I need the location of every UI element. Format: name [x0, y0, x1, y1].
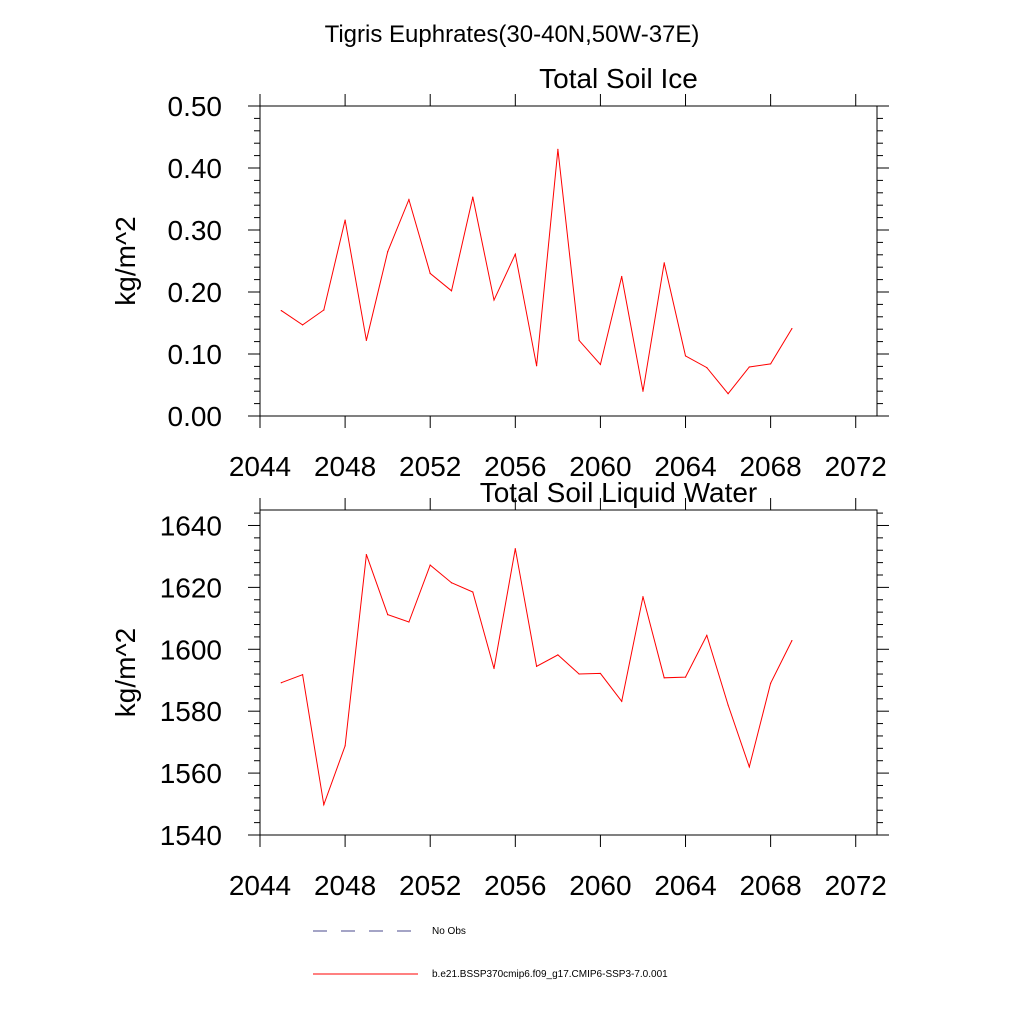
legend-obs-label: No Obs — [432, 926, 466, 937]
y-tick-label: 1620 — [160, 572, 222, 603]
legend-model-label: b.e21.BSSP370cmip6.f09_g17.CMIP6-SSP3-7.… — [432, 969, 668, 980]
y-tick-label: 1640 — [160, 510, 222, 541]
data-point — [344, 219, 346, 221]
data-point — [429, 564, 431, 566]
y-axis-label: kg/m^2 — [110, 216, 141, 305]
data-point — [557, 654, 559, 656]
data-point — [642, 390, 644, 392]
x-tick-label: 2044 — [229, 451, 291, 482]
x-tick-label: 2064 — [654, 451, 716, 482]
data-point — [621, 700, 623, 702]
data-point — [599, 672, 602, 675]
data-point — [493, 667, 495, 670]
chart-title: Total Soil Ice — [539, 63, 698, 94]
data-point — [727, 704, 729, 706]
x-tick-label: 2068 — [739, 451, 801, 482]
data-point — [578, 339, 580, 341]
x-tick-label: 2068 — [739, 870, 801, 901]
data-point — [706, 634, 708, 636]
x-tick-label: 2052 — [399, 870, 461, 901]
data-point — [365, 339, 367, 341]
data-point — [280, 310, 282, 312]
x-tick-label: 2064 — [654, 870, 716, 901]
data-point — [514, 548, 516, 550]
x-tick-label: 2072 — [825, 451, 887, 482]
data-point — [727, 393, 729, 395]
chart-title: Total Soil Liquid Water — [480, 477, 758, 508]
x-tick-label: 2056 — [484, 451, 546, 482]
y-tick-label: 1580 — [160, 696, 222, 727]
y-tick-label: 1540 — [160, 820, 222, 851]
data-point — [770, 682, 772, 684]
data-point — [684, 676, 687, 678]
x-tick-label: 2048 — [314, 451, 376, 482]
data-point — [301, 324, 304, 326]
data-point — [535, 665, 538, 667]
data-point — [472, 591, 474, 593]
x-tick-label: 2044 — [229, 870, 291, 901]
y-tick-label: 0.20 — [168, 277, 223, 308]
data-point — [599, 363, 602, 366]
panel-total-soil-ice: Total Soil Ice kg/m^2 0.00 0.10 0.20 0.30 0.40… — [110, 63, 889, 482]
y-tick-label: 1600 — [160, 634, 222, 665]
figure-title: Tigris Euphrates(30-40N,50W-37E) — [325, 21, 700, 48]
data-point — [578, 673, 580, 675]
data-point — [323, 309, 325, 311]
data-point — [408, 199, 410, 201]
y-axis-label: kg/m^2 — [110, 628, 141, 717]
data-point — [472, 196, 474, 198]
data-point — [450, 582, 453, 584]
x-tick-label: 2056 — [484, 870, 546, 901]
legend: No Obs b.e21.BSSP370cmip6.f09_g17.CMIP6-… — [313, 926, 668, 980]
data-point — [621, 275, 623, 278]
data-point — [684, 355, 687, 357]
data-point — [706, 367, 708, 369]
y-tick-label: 1560 — [160, 758, 222, 789]
y-tick-label: 0.00 — [168, 401, 223, 432]
plot-frame — [259, 509, 878, 836]
data-point — [663, 677, 665, 679]
data-point — [663, 262, 665, 264]
y-tick-label: 0.40 — [168, 153, 223, 184]
data-point — [387, 251, 389, 253]
x-tick-label: 2060 — [569, 451, 631, 482]
data-point — [770, 363, 772, 365]
y-tick-label: 0.10 — [168, 339, 223, 370]
data-point — [408, 621, 410, 623]
x-tick-label: 2060 — [569, 870, 631, 901]
data-point — [535, 365, 538, 367]
plot-frame — [259, 105, 878, 417]
y-tick-label: 0.30 — [168, 215, 223, 246]
data-point — [514, 253, 516, 255]
series-line — [281, 149, 793, 395]
data-point — [450, 290, 453, 292]
x-tick-label: 2072 — [825, 870, 887, 901]
data-point — [493, 299, 495, 301]
data-point — [323, 804, 325, 806]
data-point — [301, 674, 304, 676]
data-point — [365, 553, 367, 556]
data-point — [344, 745, 346, 747]
data-point — [791, 640, 793, 642]
data-point — [748, 766, 750, 768]
y-tick-label: 0.50 — [168, 91, 223, 122]
data-point — [280, 682, 282, 684]
panel-total-soil-liquid-water: Total Soil Liquid Water kg/m^2 1540 1560 158… — [110, 477, 889, 901]
data-point — [387, 614, 389, 616]
data-point — [748, 366, 750, 368]
data-point — [429, 272, 431, 274]
data-point — [557, 148, 559, 150]
data-point — [642, 596, 644, 598]
x-tick-label: 2052 — [399, 451, 461, 482]
x-tick-label: 2048 — [314, 870, 376, 901]
series-line — [281, 548, 793, 807]
data-point — [791, 327, 793, 330]
